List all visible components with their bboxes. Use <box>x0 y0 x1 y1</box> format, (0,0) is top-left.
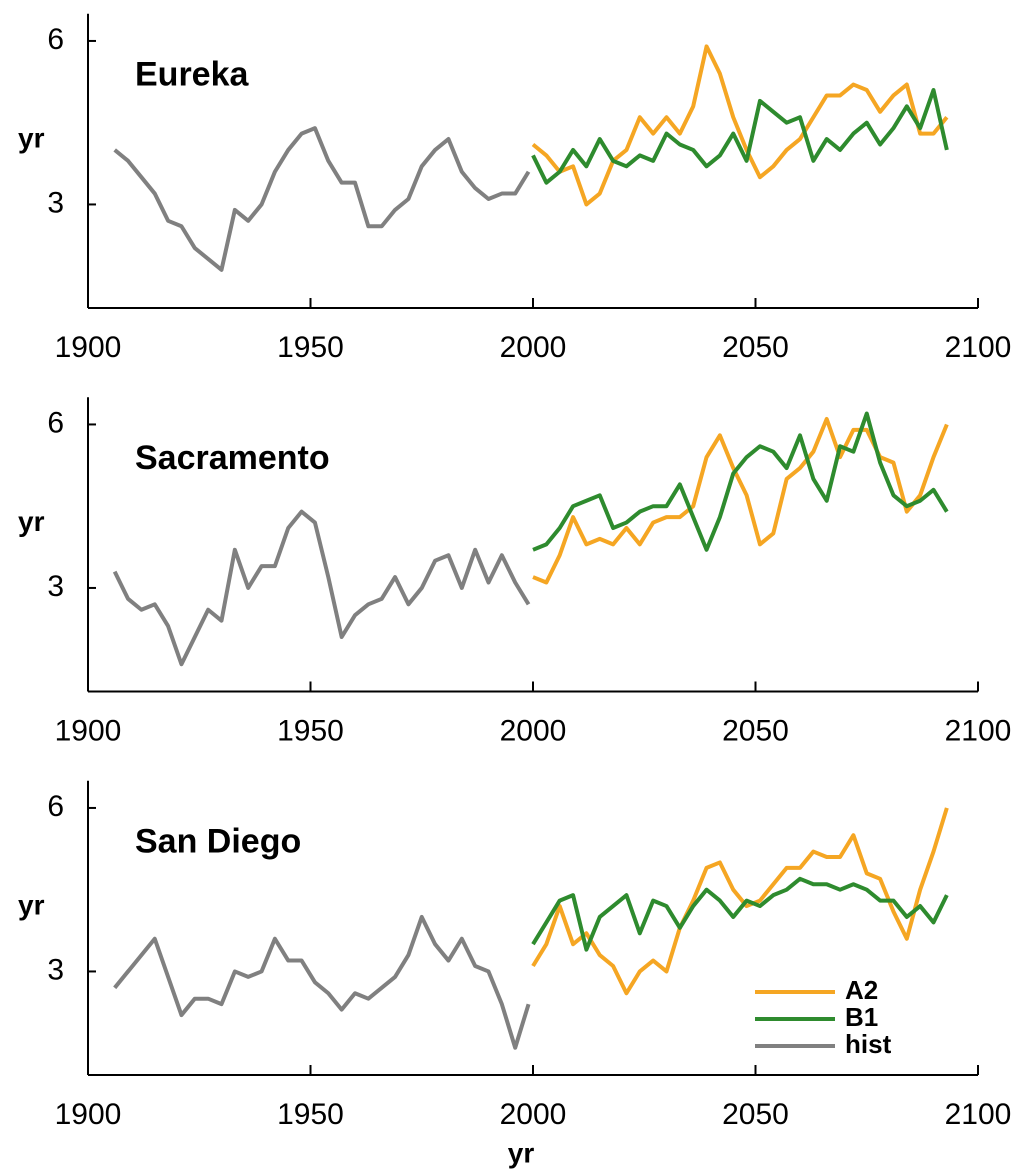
series-line <box>532 417 949 585</box>
y-tick-label: 6 <box>47 790 64 823</box>
x-tick-label: 2050 <box>722 1098 789 1131</box>
x-tick-label: 2100 <box>945 331 1012 364</box>
series-line <box>112 509 531 667</box>
x-tick-label: 2000 <box>500 331 567 364</box>
x-tick-label: 2000 <box>500 714 567 747</box>
x-tick-label: 2050 <box>722 331 789 364</box>
x-tick-label: 1900 <box>55 1098 122 1131</box>
series-line <box>531 807 949 996</box>
panel-title: Sacramento <box>135 439 330 477</box>
legend-label: A2 <box>845 975 878 1005</box>
series-line <box>113 914 531 1050</box>
legend-label: B1 <box>845 1002 878 1032</box>
series-line <box>113 126 531 272</box>
series-line <box>531 44 949 207</box>
y-axis-label: yr <box>18 506 45 537</box>
series-line <box>531 88 949 185</box>
x-tick-label: 2100 <box>945 714 1012 747</box>
panel-title: San Diego <box>135 823 301 861</box>
x-tick-label: 1900 <box>55 331 122 364</box>
x-tick-label: 2100 <box>945 1098 1012 1131</box>
legend-label: hist <box>845 1029 892 1059</box>
x-tick-label: 2050 <box>722 714 789 747</box>
x-tick-label: 1950 <box>277 1098 344 1131</box>
x-tick-label: 1950 <box>277 331 344 364</box>
series-line <box>532 411 949 552</box>
panel-title: Eureka <box>135 56 249 94</box>
y-tick-label: 6 <box>47 406 64 439</box>
y-tick-label: 6 <box>47 23 64 56</box>
x-tick-label: 1900 <box>55 714 122 747</box>
y-axis-label: yr <box>18 122 45 153</box>
y-tick-label: 3 <box>47 186 64 219</box>
x-axis-label: yr <box>508 1137 535 1168</box>
y-tick-label: 3 <box>47 570 64 603</box>
x-tick-label: 1950 <box>277 714 344 747</box>
x-tick-label: 2000 <box>500 1098 567 1131</box>
y-tick-label: 3 <box>47 953 64 986</box>
y-axis-label: yr <box>18 889 45 920</box>
series-line <box>531 876 949 952</box>
